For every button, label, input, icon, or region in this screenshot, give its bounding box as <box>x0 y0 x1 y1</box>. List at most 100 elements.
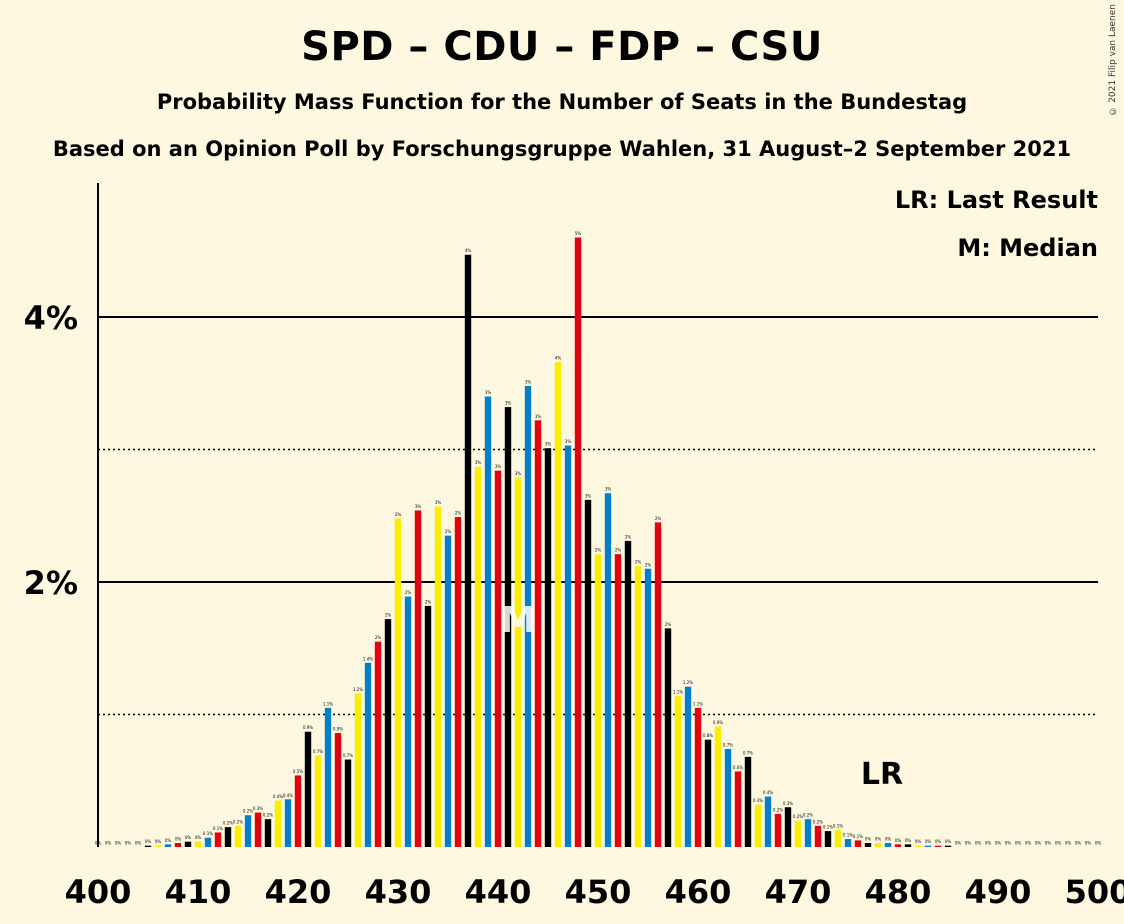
bar-label-465: 0.7% <box>743 750 753 755</box>
bar-label-485: 0% <box>945 839 952 844</box>
bar-seat-475 <box>844 839 852 847</box>
bar-label-499: 0% <box>1085 841 1092 846</box>
bar-label-462: 0.9% <box>713 720 723 725</box>
bar-label-481: 0% <box>905 838 912 843</box>
bar-seat-434 <box>434 506 442 847</box>
bars-group <box>94 237 1102 848</box>
bar-seat-473 <box>824 831 832 847</box>
bar-seat-405 <box>144 845 152 847</box>
bar-label-412: 0.1% <box>213 826 223 831</box>
bar-label-454: 2% <box>635 560 642 565</box>
bar-seat-438 <box>474 466 482 847</box>
bar-label-483: 0% <box>925 839 932 844</box>
bar-label-463: 0.7% <box>723 742 733 747</box>
bar-label-423: 1.1% <box>323 701 333 706</box>
bar-seat-461 <box>704 739 712 847</box>
x-tick-label-470: 470 <box>765 873 832 911</box>
bar-label-427: 1.4% <box>363 656 373 661</box>
bar-seat-413 <box>224 827 232 847</box>
bar-label-415: 0.2% <box>243 809 253 814</box>
bar-label-471: 0.2% <box>803 813 813 818</box>
bar-label-456: 2% <box>655 516 662 521</box>
bar-seat-444 <box>534 420 542 847</box>
bar-label-490: 0% <box>995 841 1002 846</box>
x-tick-label-400: 400 <box>65 873 132 911</box>
bar-seat-455 <box>644 568 652 847</box>
bar-seat-416 <box>254 812 262 847</box>
bar-label-447: 3% <box>565 439 572 444</box>
bar-seat-427 <box>364 662 372 847</box>
bar-seat-469 <box>784 807 792 847</box>
bar-label-413: 0.2% <box>223 821 233 826</box>
bar-seat-468 <box>774 813 782 847</box>
bar-label-408: 0% <box>175 837 182 842</box>
bar-labels-group: 0%0%0%0%0%0%0%0%0%0%0%0.1%0.1%0.2%0.2%0.… <box>95 231 1102 846</box>
bar-label-436: 2% <box>455 511 462 516</box>
x-tick-label-420: 420 <box>265 873 332 911</box>
bar-label-420: 0.5% <box>293 769 303 774</box>
bar-label-433: 2% <box>425 599 432 604</box>
bar-label-450: 2% <box>595 548 602 553</box>
x-tick-label-500: 500 <box>1065 873 1124 911</box>
bar-label-401: 0% <box>105 841 112 846</box>
bar-label-434: 3% <box>435 500 442 505</box>
bar-seat-483 <box>924 845 932 847</box>
bar-seat-451 <box>604 493 612 847</box>
bar-label-419: 0.4% <box>283 793 293 798</box>
x-tick-label-430: 430 <box>365 873 432 911</box>
bar-label-464: 0.6% <box>733 765 743 770</box>
bar-seat-445 <box>544 448 552 847</box>
bar-seat-418 <box>274 800 282 847</box>
bar-seat-423 <box>324 707 332 847</box>
bar-seat-467 <box>764 796 772 847</box>
bar-seat-465 <box>744 756 752 847</box>
bar-seat-408 <box>174 843 182 847</box>
bar-seat-481 <box>904 844 912 847</box>
bar-label-425: 0.7% <box>343 753 353 758</box>
bar-seat-411 <box>204 837 212 847</box>
bar-seat-459 <box>684 686 692 847</box>
bar-seat-407 <box>164 844 172 847</box>
bar-label-417: 0.2% <box>263 813 273 818</box>
bar-label-431: 2% <box>405 590 412 595</box>
bar-seat-448 <box>574 237 582 847</box>
bar-label-494: 0% <box>1035 841 1042 846</box>
bar-label-500: 0% <box>1095 841 1102 846</box>
bar-label-430: 2% <box>395 512 402 517</box>
bar-label-453: 2% <box>625 534 632 539</box>
bar-seat-477 <box>864 843 872 847</box>
bar-label-487: 0% <box>965 841 972 846</box>
bar-label-441: 3% <box>505 401 512 406</box>
bar-seat-453 <box>624 540 632 847</box>
bar-seat-471 <box>804 819 812 847</box>
bar-label-477: 0% <box>865 837 872 842</box>
bar-label-460: 1.1% <box>693 701 703 706</box>
bar-seat-446 <box>554 362 562 847</box>
bar-label-466: 0.3% <box>753 798 763 803</box>
bar-seat-485 <box>944 845 952 847</box>
x-tick-label-440: 440 <box>465 873 532 911</box>
x-tick-label-490: 490 <box>965 873 1032 911</box>
bar-label-404: 0% <box>135 841 142 846</box>
bar-seat-419 <box>284 799 292 847</box>
bar-label-402: 0% <box>115 841 122 846</box>
bar-seat-474 <box>834 829 842 847</box>
bar-label-495: 0% <box>1045 841 1052 846</box>
bar-label-476: 0.1% <box>853 834 863 839</box>
bar-label-429: 2% <box>385 613 392 618</box>
bar-seat-420 <box>294 775 302 847</box>
bar-seat-472 <box>814 825 822 847</box>
bar-seat-479 <box>884 843 892 847</box>
bar-seat-456 <box>654 522 662 847</box>
bar-seat-429 <box>384 619 392 847</box>
x-tick-label-480: 480 <box>865 873 932 911</box>
bar-seat-409 <box>184 841 192 847</box>
bar-seat-443 <box>524 385 532 847</box>
bar-label-410: 0% <box>195 835 202 840</box>
bar-label-482: 0% <box>915 839 922 844</box>
bar-seat-450 <box>594 554 602 847</box>
chart-title: SPD – CDU – FDP – CSU <box>301 24 823 70</box>
bar-seat-437 <box>464 254 472 848</box>
bar-label-443: 3% <box>525 379 532 384</box>
